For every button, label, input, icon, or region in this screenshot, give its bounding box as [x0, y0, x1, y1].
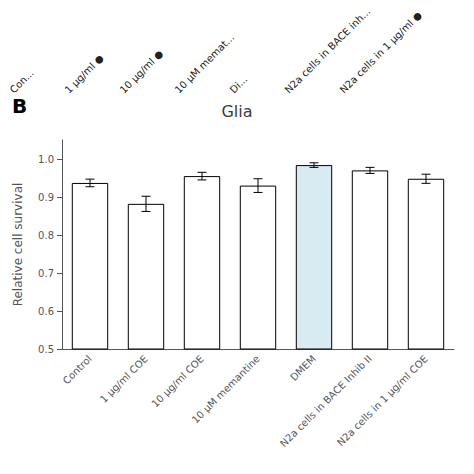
svg-text:B: B — [12, 94, 27, 118]
svg-text:N2a cells in 1 μg/ml COE: N2a cells in 1 μg/ml COE — [335, 353, 430, 448]
svg-text:10 μM memantine: 10 μM memantine — [190, 353, 262, 425]
svg-text:Con...: Con... — [8, 67, 36, 95]
svg-text:0.8: 0.8 — [38, 230, 54, 241]
svg-text:Control: Control — [61, 353, 94, 386]
svg-text:10 μM memat...: 10 μM memat... — [173, 32, 237, 96]
svg-text:10 μg/ml COE: 10 μg/ml COE — [149, 353, 205, 409]
svg-text:Di...: Di... — [228, 73, 250, 95]
svg-text:10 μg/ml ●: 10 μg/ml ● — [118, 48, 166, 96]
svg-text:0.7: 0.7 — [38, 268, 54, 279]
svg-text:DMEM: DMEM — [288, 353, 318, 383]
svg-text:N2a cells in BACE inh...: N2a cells in BACE inh... — [282, 5, 373, 96]
svg-text:Relative cell survival: Relative cell survival — [11, 183, 25, 307]
svg-text:0.9: 0.9 — [38, 192, 54, 203]
svg-text:1.0: 1.0 — [38, 154, 54, 165]
svg-text:1 μg/ml COE: 1 μg/ml COE — [98, 353, 150, 405]
svg-text:N2a cells in BACE Inhib II: N2a cells in BACE Inhib II — [278, 353, 374, 449]
svg-text:0.5: 0.5 — [38, 344, 54, 355]
svg-text:0.6: 0.6 — [38, 306, 54, 317]
svg-text:Glia: Glia — [221, 102, 252, 121]
svg-text:N2a cells in 1 μg/ml ●: N2a cells in 1 μg/ml ● — [338, 9, 424, 95]
svg-text:1 μg/ml ●: 1 μg/ml ● — [63, 52, 106, 95]
